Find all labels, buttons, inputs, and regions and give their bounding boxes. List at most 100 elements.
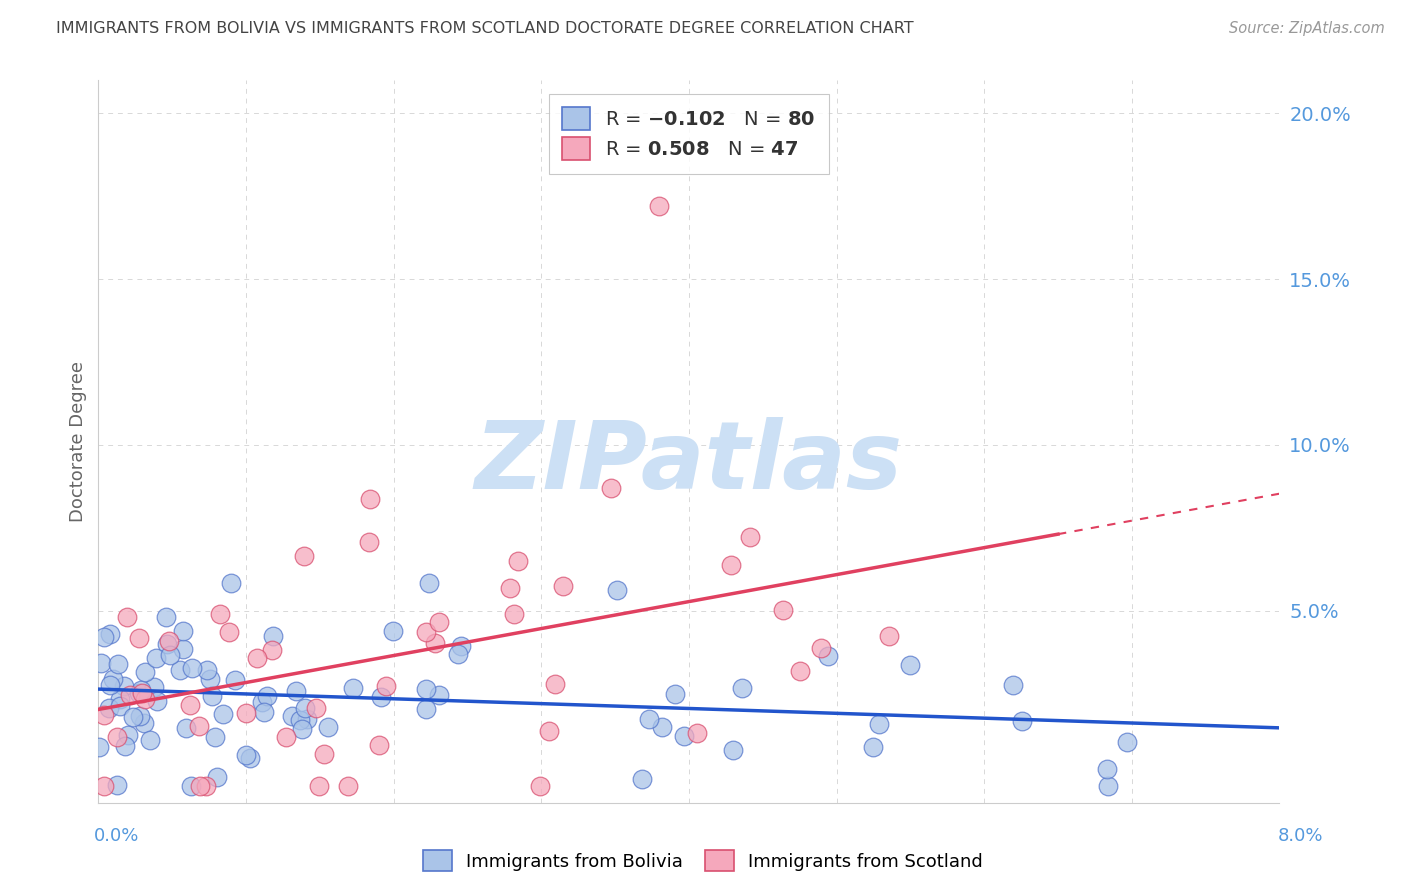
Point (295, 712, 318, 726)
Point (98, 678, 121, 692)
Text: 0.0%: 0.0% (94, 827, 139, 845)
Point (156, 637, 179, 651)
Point (128, 631, 150, 645)
Y-axis label: Doctorate Degree: Doctorate Degree (69, 361, 87, 522)
Point (738, 530, 761, 544)
Point (218, 624, 240, 639)
Point (114, 739, 136, 753)
Point (105, 730, 128, 744)
Point (499, 581, 522, 595)
Point (117, 609, 139, 624)
Point (101, 673, 124, 687)
Point (450, 639, 472, 653)
Legend: R = $\mathbf{-0.102}$   N = $\mathbf{80}$, R = $\mathbf{0.508}$   N = $\mathbf{4: R = $\mathbf{-0.102}$ N = $\mathbf{80}$,… (548, 94, 830, 174)
Point (337, 779, 360, 793)
Point (274, 730, 297, 744)
Point (772, 602, 794, 616)
Point (651, 720, 673, 734)
Point (120, 688, 142, 702)
Point (179, 698, 201, 713)
Point (672, 729, 695, 743)
Point (262, 642, 284, 657)
Point (868, 717, 890, 731)
Point (312, 747, 335, 761)
Point (187, 718, 209, 732)
Point (538, 724, 561, 739)
Point (204, 730, 226, 744)
Point (200, 672, 222, 686)
Point (110, 692, 132, 706)
Point (382, 624, 405, 638)
Text: ZIPatlas: ZIPatlas (475, 417, 903, 509)
Point (359, 491, 381, 506)
Point (201, 689, 224, 703)
Point (606, 582, 628, 597)
Point (224, 673, 246, 687)
Point (415, 681, 437, 696)
Point (128, 686, 150, 700)
Point (121, 710, 143, 724)
Point (648, 199, 671, 213)
Text: 8.0%: 8.0% (1278, 827, 1323, 845)
Point (508, 554, 530, 568)
Point (879, 629, 901, 643)
Point (731, 681, 754, 695)
Point (172, 642, 194, 657)
Point (367, 739, 389, 753)
Point (114, 679, 136, 693)
Point (280, 708, 302, 723)
Point (529, 779, 551, 793)
Point (145, 651, 167, 665)
Point (211, 707, 233, 722)
Point (253, 706, 276, 720)
Point (93, 630, 115, 644)
Point (205, 770, 228, 784)
Legend: Immigrants from Bolivia, Immigrants from Scotland: Immigrants from Bolivia, Immigrants from… (416, 843, 990, 879)
Point (132, 716, 155, 731)
Point (427, 615, 450, 629)
Point (98, 700, 121, 714)
Point (129, 682, 152, 697)
Point (357, 535, 380, 549)
Point (250, 695, 273, 709)
Point (134, 692, 156, 706)
Point (721, 742, 744, 756)
Point (817, 649, 839, 664)
Text: Source: ZipAtlas.com: Source: ZipAtlas.com (1229, 21, 1385, 36)
Point (1002, 678, 1025, 692)
Point (308, 779, 330, 793)
Point (238, 750, 260, 764)
Point (195, 779, 218, 793)
Point (209, 607, 232, 621)
Point (447, 647, 470, 661)
Point (600, 481, 623, 495)
Point (503, 607, 526, 621)
Point (146, 694, 169, 708)
Point (93, 779, 115, 793)
Point (138, 732, 160, 747)
Point (316, 720, 339, 734)
Point (900, 657, 922, 672)
Point (93, 708, 115, 723)
Point (90, 657, 112, 671)
Point (304, 701, 326, 715)
Point (1115, 735, 1137, 749)
Point (342, 681, 364, 695)
Point (285, 684, 308, 698)
Point (180, 779, 202, 793)
Point (172, 624, 194, 639)
Point (157, 633, 180, 648)
Point (235, 706, 257, 720)
Point (370, 690, 392, 705)
Point (418, 575, 440, 590)
Point (544, 677, 567, 691)
Point (551, 579, 574, 593)
Point (181, 661, 204, 675)
Point (429, 688, 451, 702)
Point (188, 779, 211, 793)
Point (686, 726, 709, 740)
Point (262, 629, 284, 643)
Point (375, 679, 398, 693)
Point (292, 549, 315, 563)
Point (294, 701, 316, 715)
